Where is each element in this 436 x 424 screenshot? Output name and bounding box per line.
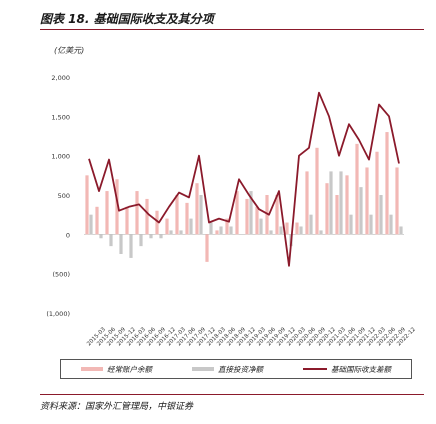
bar-direct-investment xyxy=(259,218,263,235)
legend-item-direct: 直接投资净额 xyxy=(192,364,263,375)
bar-current-account xyxy=(275,195,279,235)
chart-legend: 经常账户余额 直接投资净额 基础国际收支差额 xyxy=(60,359,412,379)
bar-current-account xyxy=(195,183,199,235)
y-tick-label: (1,000) xyxy=(46,310,70,318)
bar-direct-investment xyxy=(229,226,233,235)
bar-current-account xyxy=(95,206,99,235)
bar-current-account xyxy=(125,206,129,235)
legend-swatch-current xyxy=(81,367,103,371)
legend-item-current: 经常账户余额 xyxy=(81,364,152,375)
bar-current-account xyxy=(215,230,219,235)
bar-current-account xyxy=(85,175,89,235)
bar-current-account xyxy=(295,222,299,235)
bar-current-account xyxy=(255,206,259,235)
legend-label-direct: 直接投资净额 xyxy=(218,364,263,374)
bar-direct-investment xyxy=(329,171,333,235)
bar-direct-investment xyxy=(89,214,93,235)
y-tick-label: 1,000 xyxy=(51,153,70,161)
bar-current-account xyxy=(165,218,169,235)
bar-current-account xyxy=(155,210,159,235)
source-divider xyxy=(40,394,424,395)
bar-direct-investment xyxy=(139,234,143,247)
bar-direct-investment xyxy=(369,214,373,235)
bar-direct-investment xyxy=(129,234,133,258)
bar-direct-investment xyxy=(209,222,213,235)
bar-current-account xyxy=(355,143,359,235)
bar-direct-investment xyxy=(99,234,103,239)
title-divider xyxy=(40,29,424,30)
bar-direct-investment xyxy=(269,230,273,235)
bar-direct-investment xyxy=(199,195,203,235)
bar-direct-investment xyxy=(279,226,283,235)
bar-direct-investment xyxy=(349,214,353,235)
bar-current-account xyxy=(135,191,139,235)
bar-current-account xyxy=(235,191,239,235)
y-axis-unit-label: (亿美元) xyxy=(54,46,85,55)
bar-direct-investment xyxy=(149,234,153,239)
bar-current-account xyxy=(205,234,209,262)
bar-current-account xyxy=(185,202,189,235)
bar-current-account xyxy=(175,195,179,235)
bar-current-account xyxy=(345,175,349,235)
bar-direct-investment xyxy=(159,234,163,239)
legend-label-basic: 基础国际收支差额 xyxy=(331,364,391,374)
bar-direct-investment xyxy=(359,187,363,235)
bar-direct-investment xyxy=(339,171,343,235)
bar-current-account xyxy=(305,171,309,235)
bar-direct-investment xyxy=(399,226,403,235)
bar-direct-investment xyxy=(179,230,183,235)
chart-title: 图表 18. 基础国际收支及其分项 xyxy=(40,12,214,26)
line-basic-balance xyxy=(88,91,400,267)
bar-direct-investment xyxy=(319,230,323,235)
bar-direct-investment xyxy=(309,214,313,235)
bar-current-account xyxy=(115,179,119,235)
bar-direct-investment xyxy=(189,218,193,235)
y-tick-label: (500) xyxy=(53,271,70,279)
bar-current-account xyxy=(315,147,319,235)
bar-direct-investment xyxy=(249,191,253,235)
y-tick-label: 500 xyxy=(58,192,70,200)
source-note: 资料来源：国家外汇管理局，中银证券 xyxy=(40,402,194,412)
bar-direct-investment xyxy=(379,195,383,235)
bar-current-account xyxy=(365,167,369,235)
bar-current-account xyxy=(245,198,249,235)
bar-current-account xyxy=(395,167,399,235)
bar-current-account xyxy=(375,151,379,235)
y-tick-label: 0 xyxy=(66,231,70,239)
bar-current-account xyxy=(225,218,229,235)
bar-current-account xyxy=(285,222,289,235)
bar-current-account xyxy=(325,183,329,235)
bar-direct-investment xyxy=(169,230,173,235)
bar-current-account xyxy=(265,195,269,235)
bar-current-account xyxy=(145,198,149,235)
bar-direct-investment xyxy=(219,226,223,235)
legend-item-basic: 基础国际收支差额 xyxy=(303,364,391,375)
bar-current-account xyxy=(335,195,339,235)
bar-direct-investment xyxy=(119,234,123,254)
y-tick-label: 2,000 xyxy=(51,74,70,82)
legend-swatch-basic xyxy=(303,368,327,370)
bar-current-account xyxy=(385,132,389,235)
legend-swatch-direct xyxy=(192,367,214,371)
bar-current-account xyxy=(105,191,109,235)
legend-label-current: 经常账户余额 xyxy=(107,364,152,374)
y-tick-label: 1,500 xyxy=(51,113,70,121)
bar-direct-investment xyxy=(389,214,393,235)
bar-direct-investment xyxy=(299,226,303,235)
bar-direct-investment xyxy=(109,234,113,247)
chart-plot: 2,0001,5001,0005000(500)(1,000)2015-0320… xyxy=(46,74,417,347)
